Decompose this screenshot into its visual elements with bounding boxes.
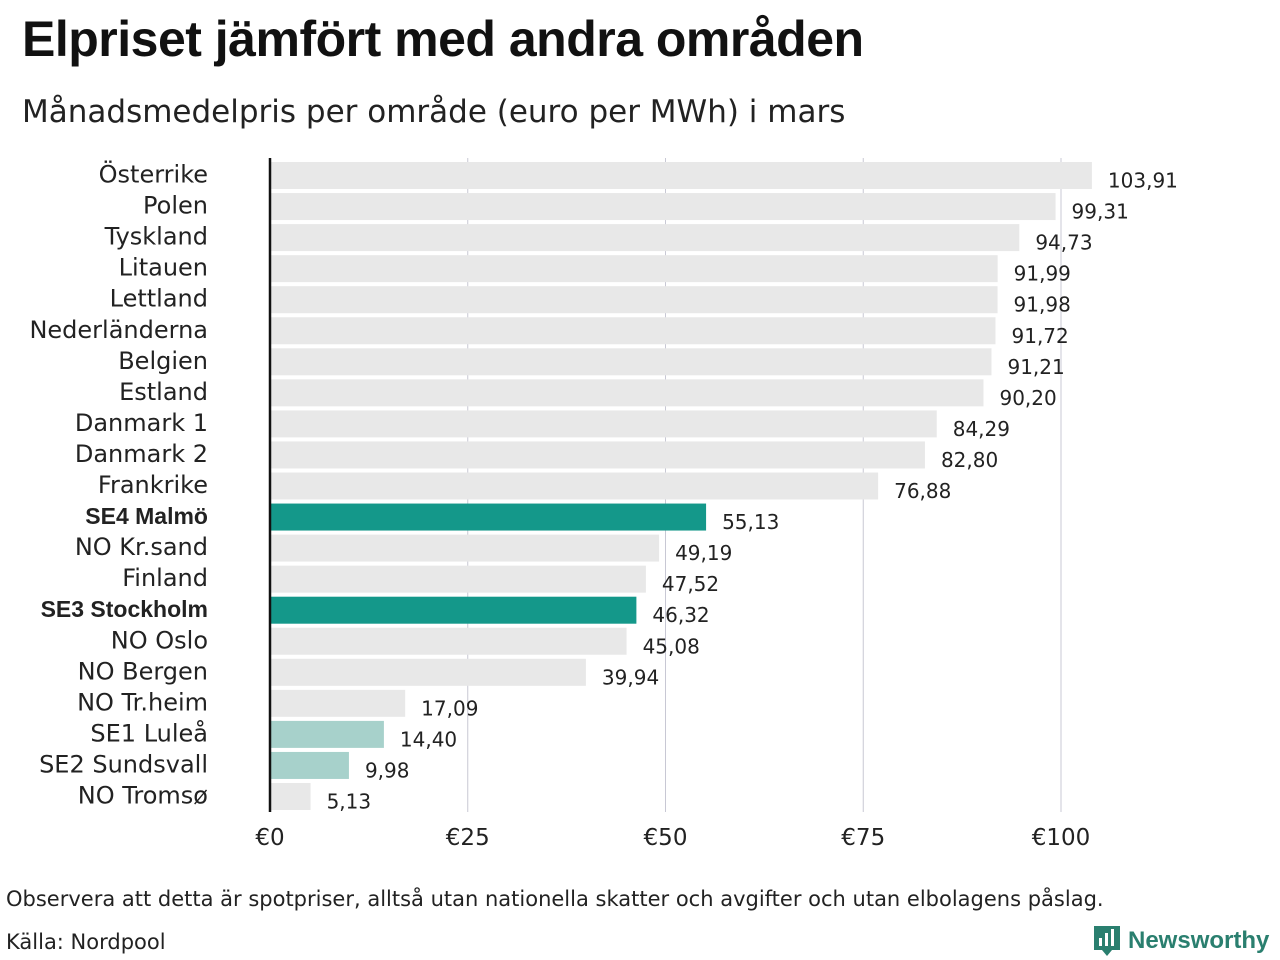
value-label-12: 49,19 [675, 541, 732, 565]
value-label-9: 82,80 [941, 448, 998, 472]
value-label-10: 76,88 [894, 479, 951, 503]
category-label-15: NO Oslo [111, 626, 208, 654]
category-label-19: SE2 Sundsvall [39, 750, 208, 778]
category-label-8: Danmark 1 [75, 409, 208, 437]
value-label-3: 91,99 [1014, 262, 1071, 286]
value-label-17: 17,09 [421, 696, 478, 720]
value-label-8: 84,29 [953, 417, 1010, 441]
value-label-5: 91,72 [1012, 324, 1069, 348]
value-label-11: 55,13 [722, 510, 779, 534]
category-label-5: Nederländerna [29, 316, 208, 344]
category-label-14: SE3 Stockholm [41, 596, 208, 622]
newsworthy-logo[interactable]: Newsworthy [1092, 924, 1269, 958]
bar-16 [270, 658, 586, 686]
value-label-14: 46,32 [652, 603, 709, 627]
category-label-12: NO Kr.sand [75, 533, 208, 561]
bar-4 [270, 286, 998, 314]
x-tick-label-4: €100 [1032, 825, 1091, 851]
value-label-7: 90,20 [999, 386, 1056, 410]
bar-14 [270, 596, 637, 624]
category-label-6: Belgien [118, 347, 208, 375]
x-tick-label-3: €75 [841, 825, 885, 851]
category-label-17: NO Tr.heim [77, 688, 208, 716]
logo-text: Newsworthy [1128, 927, 1270, 954]
value-label-1: 99,31 [1072, 200, 1129, 224]
value-label-16: 39,94 [602, 665, 659, 689]
category-label-16: NO Bergen [78, 657, 208, 685]
bar-20 [270, 783, 311, 810]
chart-title: Elpriset jämfört med andra områden [22, 11, 864, 67]
category-label-18: SE1 Luleå [90, 718, 208, 747]
x-tick-label-2: €50 [644, 825, 688, 851]
x-tick-label-1: €25 [446, 825, 490, 851]
footnote: Observera att detta är spotpriser, allts… [6, 887, 1104, 911]
value-label-6: 91,21 [1007, 355, 1064, 379]
bar-17 [270, 689, 406, 717]
value-label-18: 14,40 [400, 727, 457, 751]
bar-11 [270, 503, 707, 531]
category-label-3: Litauen [119, 254, 208, 282]
bar-2 [270, 224, 1020, 252]
value-label-2: 94,73 [1035, 231, 1092, 255]
bar-18 [270, 720, 384, 748]
category-label-4: Lettland [110, 285, 208, 313]
value-label-19: 9,98 [365, 758, 410, 782]
bar-9 [270, 441, 925, 469]
bar-12 [270, 534, 660, 562]
bar-0 [270, 162, 1092, 189]
category-label-0: Österrike [99, 160, 208, 189]
category-label-11: SE4 Malmö [85, 503, 208, 529]
bar-19 [270, 751, 349, 779]
bar-10 [270, 472, 879, 500]
value-label-20: 5,13 [327, 790, 372, 814]
category-label-9: Danmark 2 [75, 440, 208, 468]
category-label-2: Tyskland [104, 223, 208, 251]
bar-13 [270, 565, 646, 593]
value-label-0: 103,91 [1108, 169, 1178, 193]
source-note: Källa: Nordpool [6, 930, 166, 954]
category-label-20: NO Tromsø [78, 782, 208, 810]
x-tick-label-0: €0 [255, 825, 284, 851]
bar-1 [270, 193, 1056, 221]
bar-chart: Österrike 103,91 Polen 99,31 Tyskland 94,73 Li… [29, 158, 1178, 851]
chart-subtitle: Månadsmedelpris per område (euro per MWh… [22, 94, 846, 130]
bar-6 [270, 348, 992, 376]
category-label-1: Polen [143, 192, 208, 220]
bar-5 [270, 317, 996, 345]
bar-15 [270, 627, 627, 655]
bar-8 [270, 410, 937, 438]
value-label-15: 45,08 [643, 634, 700, 658]
value-label-13: 47,52 [662, 572, 719, 596]
category-label-7: Estland [119, 378, 208, 406]
bar-7 [270, 379, 984, 407]
value-label-4: 91,98 [1014, 293, 1071, 317]
category-label-13: Finland [122, 564, 208, 592]
category-label-10: Frankrike [98, 471, 208, 499]
newsworthy-chart-icon [1094, 926, 1120, 956]
bar-3 [270, 255, 998, 283]
